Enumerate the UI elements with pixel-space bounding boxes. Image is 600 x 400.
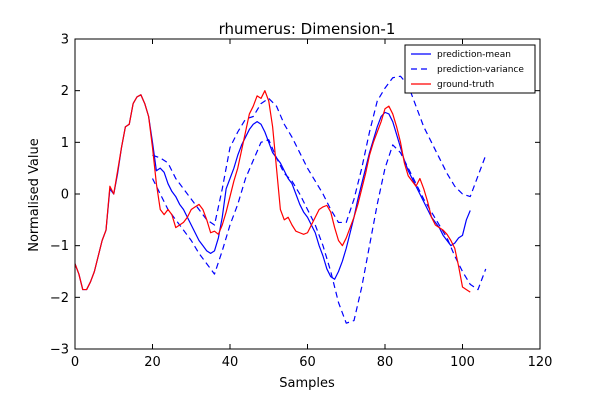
- chart-title: rhumerus: Dimension-1: [219, 20, 396, 38]
- x-axis-label: Samples: [279, 376, 335, 391]
- series-ground-truth-line: [75, 90, 471, 293]
- x-tick-label: 0: [71, 355, 79, 370]
- y-tick-label: 3: [61, 33, 69, 48]
- y-tick-label: −1: [50, 239, 69, 254]
- legend: prediction-mean prediction-variance ground…: [404, 44, 536, 94]
- y-tick-label: −3: [50, 343, 69, 358]
- axis-ticks: 0 20 40 60 80 100 120 −3 −2 −1 0 1 2 3: [50, 33, 553, 371]
- x-tick-label: 100: [450, 355, 475, 370]
- y-tick-label: 0: [61, 188, 69, 203]
- legend-label-prediction-variance: prediction-variance: [437, 65, 524, 75]
- x-tick-label: 40: [222, 355, 239, 370]
- series-prediction-variance-upper-line: [152, 75, 487, 226]
- x-tick-label: 60: [299, 355, 316, 370]
- plot-area: [75, 75, 487, 324]
- y-tick-label: 2: [61, 84, 69, 99]
- legend-label-prediction-mean: prediction-mean: [437, 50, 511, 60]
- y-tick-label: −2: [50, 291, 69, 306]
- x-tick-label: 120: [528, 355, 553, 370]
- series-prediction-variance-lower-line: [151, 139, 487, 324]
- x-tick-label: 20: [144, 355, 161, 370]
- legend-label-ground-truth: ground-truth: [437, 80, 494, 90]
- y-tick-label: 1: [61, 136, 69, 151]
- x-tick-label: 80: [377, 355, 394, 370]
- y-axis-label: Normalised Value: [27, 138, 42, 252]
